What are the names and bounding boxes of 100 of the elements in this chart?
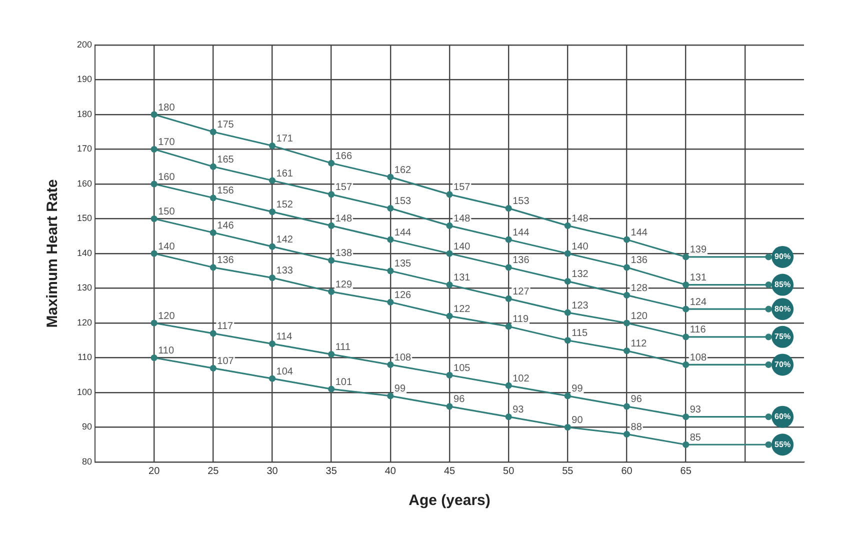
point xyxy=(765,441,772,448)
point xyxy=(268,177,276,184)
x-tick-label: 65 xyxy=(680,466,692,477)
data-label: 139 xyxy=(690,244,707,256)
x-tick-label: 40 xyxy=(384,466,396,477)
series-label: 85% xyxy=(774,280,791,289)
point xyxy=(328,160,335,166)
point xyxy=(623,430,630,438)
data-label: 136 xyxy=(630,255,648,266)
point xyxy=(682,361,690,368)
data-label: 142 xyxy=(276,234,294,246)
x-tick-label: 60 xyxy=(621,466,633,477)
point xyxy=(623,264,630,271)
data-label: 101 xyxy=(335,376,352,388)
data-label: 108 xyxy=(394,352,412,364)
data-label: 99 xyxy=(394,384,406,395)
point xyxy=(446,372,453,378)
point xyxy=(623,292,630,298)
series-label: 55% xyxy=(774,440,791,449)
data-label: 96 xyxy=(454,394,466,406)
data-label: 148 xyxy=(454,213,471,224)
y-tick-label: 150 xyxy=(76,213,92,224)
series-label: 70% xyxy=(774,360,791,369)
point xyxy=(328,288,335,296)
point xyxy=(765,254,772,260)
series-label: 80% xyxy=(774,304,791,314)
series-label: 90% xyxy=(774,252,791,262)
x-axis-title: Age (years) xyxy=(408,492,490,510)
point xyxy=(564,337,571,344)
data-label: 128 xyxy=(630,282,648,294)
point xyxy=(682,306,690,312)
point xyxy=(387,298,394,306)
y-tick-label: 90 xyxy=(82,422,92,432)
data-label: 136 xyxy=(217,255,234,266)
data-label: 138 xyxy=(335,248,352,260)
y-tick-label: 120 xyxy=(76,317,92,328)
point xyxy=(564,424,571,431)
data-label: 117 xyxy=(217,321,234,332)
point xyxy=(505,295,512,302)
x-tick-label: 35 xyxy=(326,466,338,477)
point xyxy=(150,320,158,326)
point xyxy=(150,146,158,153)
series-label: 60% xyxy=(774,412,791,422)
data-label: 131 xyxy=(690,272,707,284)
data-label: 144 xyxy=(512,227,530,238)
point xyxy=(150,354,158,362)
point xyxy=(328,350,335,358)
data-label: 93 xyxy=(690,404,702,416)
point xyxy=(765,334,772,340)
point xyxy=(564,222,571,229)
point xyxy=(623,348,630,354)
data-label: 135 xyxy=(394,258,412,270)
point xyxy=(446,312,453,320)
data-label: 146 xyxy=(217,220,234,232)
point xyxy=(505,382,512,389)
data-label: 99 xyxy=(572,384,584,395)
data-label: 166 xyxy=(335,150,352,162)
point xyxy=(623,403,630,410)
y-tick-label: 200 xyxy=(76,39,92,50)
data-label: 110 xyxy=(158,346,174,356)
point xyxy=(505,264,512,271)
data-label: 157 xyxy=(335,182,352,194)
x-tick-label: 25 xyxy=(208,466,220,477)
point xyxy=(268,274,276,282)
data-label: 171 xyxy=(276,134,294,145)
point xyxy=(505,236,512,243)
data-label: 175 xyxy=(217,120,234,131)
point xyxy=(505,414,512,420)
data-label: 124 xyxy=(690,296,707,308)
data-label: 112 xyxy=(630,338,648,350)
point xyxy=(387,392,394,400)
point xyxy=(210,364,216,372)
data-label: 144 xyxy=(394,227,412,238)
y-tick-label: 170 xyxy=(76,144,92,154)
point xyxy=(564,278,571,285)
point xyxy=(210,163,216,170)
point xyxy=(623,236,630,243)
point xyxy=(210,264,216,271)
point xyxy=(446,403,453,410)
y-axis-title: Maximum Heart Rate xyxy=(44,179,62,328)
point xyxy=(387,268,394,274)
data-label: 85 xyxy=(690,432,702,444)
data-label: 116 xyxy=(690,324,706,336)
data-label: 133 xyxy=(276,266,294,277)
point xyxy=(446,222,453,229)
data-label: 148 xyxy=(572,213,589,224)
data-label: 114 xyxy=(276,332,293,343)
data-label: 152 xyxy=(276,200,294,211)
data-label: 120 xyxy=(630,310,648,322)
point xyxy=(765,281,772,288)
y-tick-label: 160 xyxy=(76,178,92,188)
data-label: 88 xyxy=(630,422,642,433)
point xyxy=(210,128,216,136)
point xyxy=(564,309,571,316)
y-tick-label: 130 xyxy=(76,282,92,293)
point xyxy=(505,323,512,330)
data-label: 108 xyxy=(690,352,707,364)
point xyxy=(268,243,276,250)
point xyxy=(682,441,690,448)
data-label: 161 xyxy=(276,168,294,180)
